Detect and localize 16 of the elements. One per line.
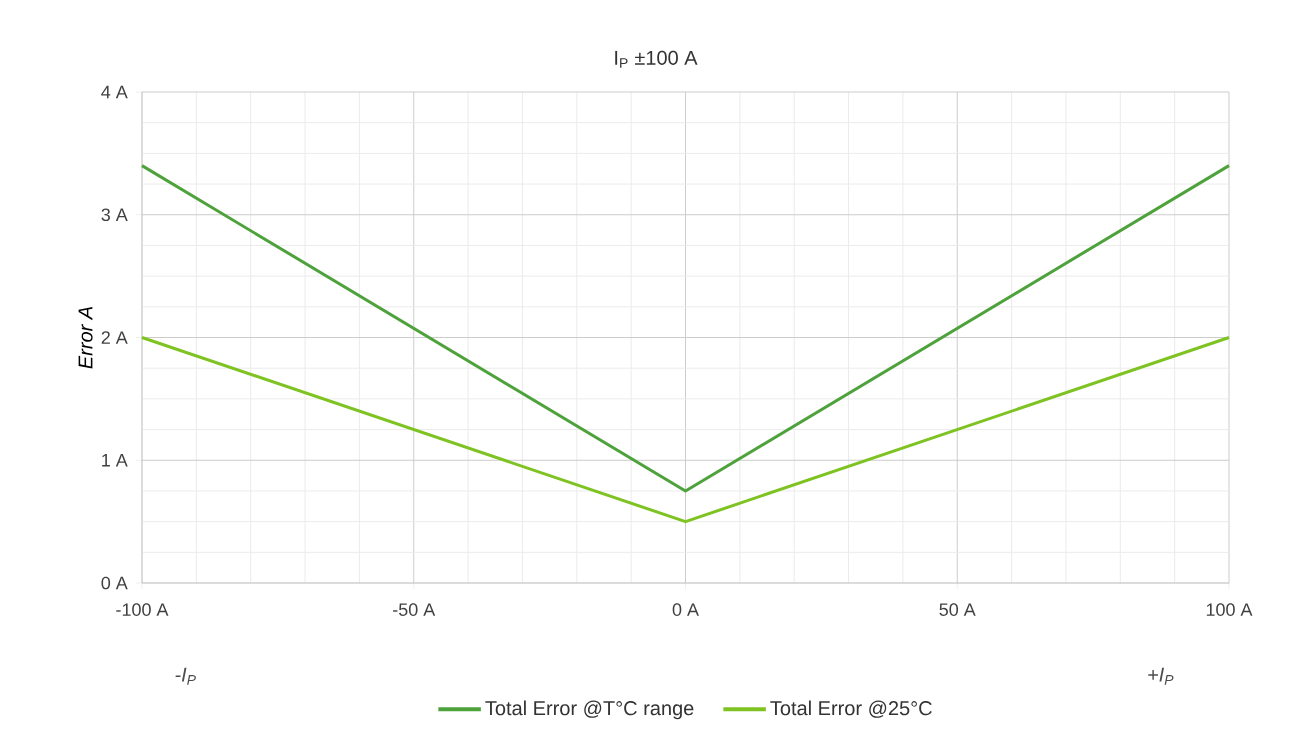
chart-title: I$_{P}$ ±100 A: [615, 50, 698, 68]
y-tick-label: 1 A: [102, 454, 128, 467]
text: -I$_{P}$: [175, 667, 196, 685]
x-tick-label: 0 A: [672, 603, 699, 616]
x-tick-label: 50 A: [939, 603, 976, 616]
text: +I$_{P}$: [1148, 667, 1174, 685]
legend-label: Total Error @25°C: [770, 700, 932, 718]
x-tick-label: -50 A: [393, 603, 436, 616]
y-tick-label: 3 A: [101, 208, 128, 222]
y-tick-label: 0 A: [101, 576, 128, 590]
y-tick-label: 4 A: [101, 85, 128, 99]
x-tick-label: 100 A: [1206, 603, 1253, 616]
x-tick-label: -100 A: [116, 603, 169, 616]
y-tick-label: 2 A: [101, 331, 128, 344]
y-axis-title: Error A: [78, 306, 93, 369]
legend-label: Total Error @T°C range: [485, 700, 694, 720]
